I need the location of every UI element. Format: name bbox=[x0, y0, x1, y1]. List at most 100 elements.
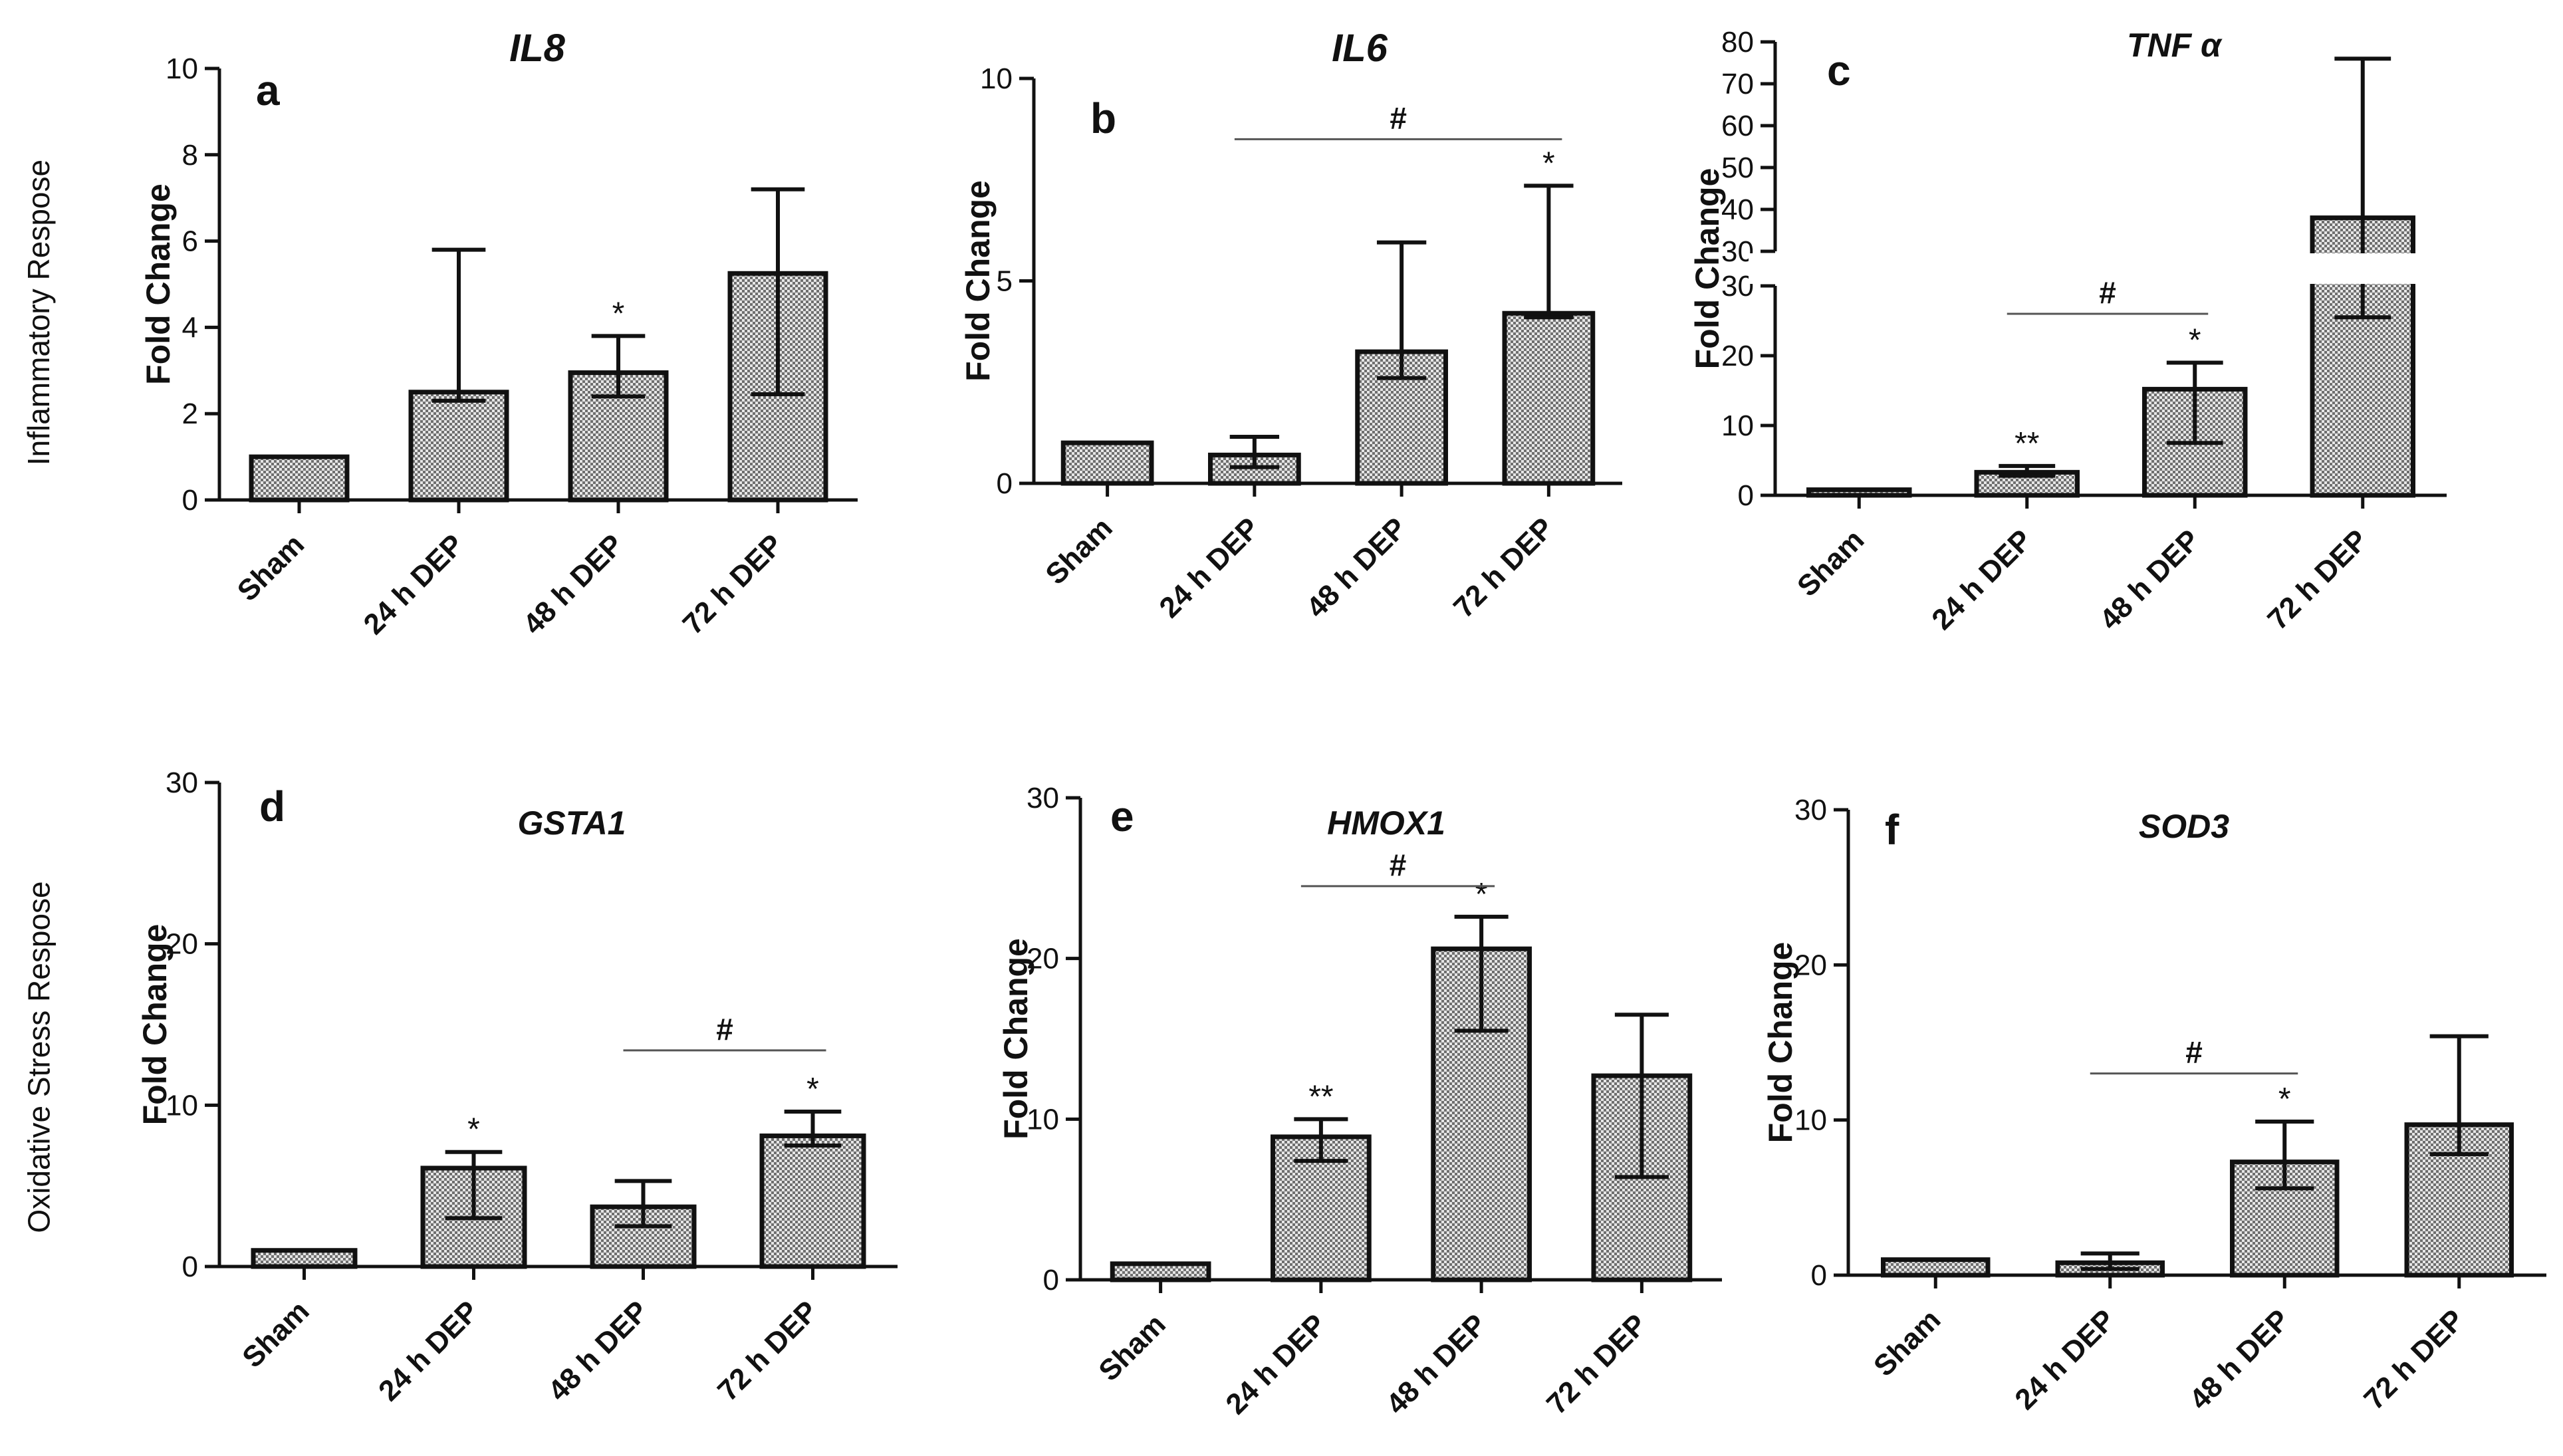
axis-break-gap bbox=[1749, 253, 2460, 284]
panel-d: 0 10 20 30 Sham 24 h DEP 48 h DEP 72 h DEP * * # Fo… bbox=[136, 767, 898, 1407]
bar bbox=[1806, 487, 1912, 498]
panel-letter: a bbox=[256, 66, 280, 114]
panel-letter: d bbox=[259, 783, 285, 830]
y-tick-label: 10 bbox=[1027, 1103, 1059, 1136]
y-tick-label: 30 bbox=[1027, 782, 1059, 814]
y-tick-label: 70 bbox=[1721, 68, 1754, 100]
x-tick-label: 72 h DEP bbox=[677, 528, 790, 641]
y-tick-label: 10 bbox=[1794, 1104, 1827, 1137]
x-tick-label: 48 h DEP bbox=[2183, 1303, 2296, 1416]
x-tick-label: 48 h DEP bbox=[542, 1294, 655, 1407]
y-tick-label: 0 bbox=[1043, 1264, 1059, 1296]
significance-star: ** bbox=[2014, 426, 2039, 461]
y-tick-label: 20 bbox=[1794, 949, 1827, 981]
y-axis-label: Fold Change bbox=[1762, 942, 1799, 1144]
y-tick-label: 30 bbox=[166, 767, 198, 799]
y-tick-label: 10 bbox=[166, 1089, 198, 1122]
y-axis-label: Fold Change bbox=[1689, 168, 1726, 370]
comparison-symbol: # bbox=[2185, 1035, 2203, 1070]
y-tick-label: 8 bbox=[182, 139, 198, 172]
panel-f: 0 10 20 30 Sham 24 h DEP 48 h DEP 72 h DEP * # Fol… bbox=[1762, 794, 2546, 1416]
comparison-symbol: # bbox=[716, 1012, 733, 1046]
y-axis-label: Fold Change bbox=[997, 938, 1035, 1140]
bar bbox=[759, 1133, 866, 1269]
x-tick-label: 72 h DEP bbox=[1447, 511, 1560, 624]
x-tick-label: 72 h DEP bbox=[2358, 1303, 2471, 1416]
bar bbox=[251, 1248, 358, 1269]
comparison-symbol: # bbox=[1390, 100, 1407, 135]
y-tick-label: 0 bbox=[182, 484, 198, 517]
x-tick-label: Sham bbox=[1039, 511, 1118, 590]
y-tick-label: 10 bbox=[166, 53, 198, 85]
significance-star: * bbox=[467, 1112, 480, 1148]
x-tick-label: 24 h DEP bbox=[358, 528, 471, 641]
y-tick-label: 10 bbox=[1721, 410, 1754, 442]
x-tick-label: 72 h DEP bbox=[711, 1294, 824, 1407]
panel-letter: e bbox=[1110, 792, 1134, 840]
y-tick-label: 30 bbox=[1794, 794, 1827, 826]
y-tick-label: 80 bbox=[1721, 26, 1754, 59]
panel-title: IL6 bbox=[1332, 27, 1388, 70]
comparison-symbol: # bbox=[2099, 275, 2116, 310]
y-tick-label: 40 bbox=[1721, 193, 1754, 226]
panel-letter: f bbox=[1885, 806, 1899, 854]
x-tick-label: 24 h DEP bbox=[1925, 523, 2038, 636]
x-tick-label: 72 h DEP bbox=[2261, 523, 2374, 636]
significance-star: * bbox=[612, 296, 625, 331]
y-axis-label: Fold Change bbox=[136, 924, 174, 1126]
panel-title: GSTA1 bbox=[518, 804, 626, 842]
x-tick-label: 72 h DEP bbox=[1540, 1308, 1653, 1421]
y-tick-label: 5 bbox=[997, 265, 1013, 298]
x-tick-label: Sham bbox=[1868, 1303, 1947, 1382]
bar bbox=[408, 390, 509, 503]
y-axis-label: Fold Change bbox=[140, 183, 177, 385]
significance-star: * bbox=[2189, 323, 2201, 358]
y-tick-label: 30 bbox=[1721, 270, 1754, 303]
x-tick-label: 24 h DEP bbox=[1219, 1308, 1332, 1421]
y-tick-label: 0 bbox=[1811, 1259, 1827, 1292]
panel-title: TNF α bbox=[2127, 27, 2223, 64]
panel-letter: c bbox=[1827, 47, 1851, 94]
bar bbox=[1110, 1261, 1211, 1282]
comparison-symbol: # bbox=[1390, 848, 1407, 882]
panel-a: 0 2 4 6 8 10 Sham 24 h DEP 48 h DEP 72 h DEP * Fold… bbox=[140, 27, 858, 641]
x-tick-label: 48 h DEP bbox=[2094, 523, 2207, 636]
y-tick-label: 0 bbox=[182, 1251, 198, 1283]
y-tick-label: 20 bbox=[1721, 340, 1754, 372]
panel-b: 0 5 10 Sham 24 h DEP 48 h DEP 72 h DEP * # Fold C… bbox=[959, 27, 1622, 624]
panel-title: IL8 bbox=[509, 27, 566, 70]
x-tick-label: Sham bbox=[231, 528, 310, 607]
y-tick-label: 30 bbox=[1721, 235, 1754, 268]
x-tick-label: 48 h DEP bbox=[517, 528, 630, 641]
x-tick-label: 24 h DEP bbox=[1153, 511, 1266, 624]
bar bbox=[1060, 440, 1154, 486]
y-tick-label: 20 bbox=[1027, 943, 1059, 975]
bar bbox=[249, 454, 350, 503]
bar bbox=[1502, 310, 1596, 486]
y-tick-label: 0 bbox=[997, 467, 1013, 500]
y-tick-label: 60 bbox=[1721, 110, 1754, 142]
significance-star: ** bbox=[1308, 1079, 1333, 1114]
significance-star: * bbox=[1542, 146, 1555, 181]
y-tick-label: 2 bbox=[182, 398, 198, 430]
significance-star: * bbox=[2278, 1082, 2291, 1117]
x-tick-label: 48 h DEP bbox=[1300, 511, 1413, 624]
y-tick-label: 0 bbox=[1738, 479, 1754, 512]
x-tick-label: Sham bbox=[1791, 523, 1870, 602]
bar bbox=[2404, 1122, 2514, 1278]
x-tick-label: Sham bbox=[1092, 1308, 1171, 1387]
y-axis-label: Fold Change bbox=[959, 180, 997, 382]
y-tick-label: 6 bbox=[182, 225, 198, 258]
y-tick-label: 10 bbox=[980, 62, 1013, 95]
bar bbox=[1881, 1257, 1991, 1278]
significance-star: * bbox=[1475, 877, 1488, 912]
y-tick-label: 50 bbox=[1721, 152, 1754, 184]
x-tick-label: 24 h DEP bbox=[2009, 1303, 2122, 1416]
panel-letter: b bbox=[1090, 94, 1116, 142]
significance-star: * bbox=[806, 1072, 819, 1107]
x-tick-label: 48 h DEP bbox=[1380, 1308, 1493, 1421]
x-tick-label: 24 h DEP bbox=[372, 1294, 485, 1407]
x-tick-label: Sham bbox=[236, 1294, 315, 1374]
y-tick-label: 4 bbox=[182, 311, 198, 344]
